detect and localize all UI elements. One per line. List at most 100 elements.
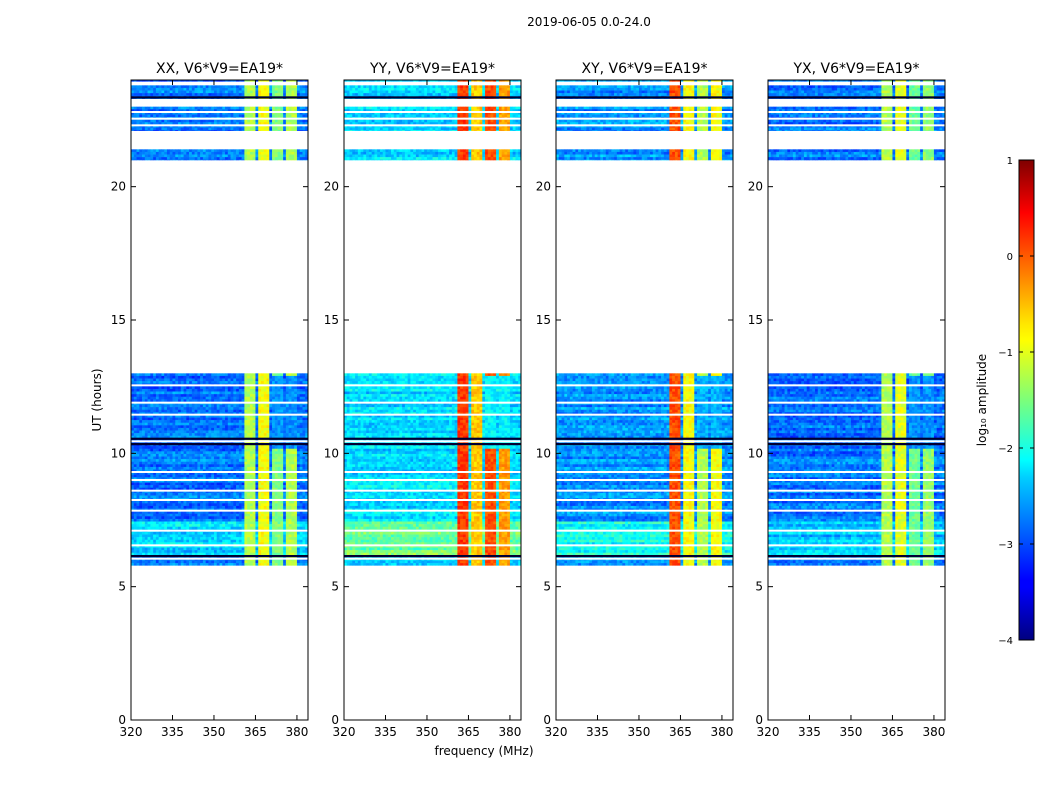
heatmap-cell: [181, 431, 184, 434]
heatmap-cell: [258, 410, 261, 413]
heatmap-cell: [250, 407, 253, 410]
heatmap-cell: [283, 376, 286, 379]
heatmap-cell: [244, 392, 247, 395]
heatmap-cell: [294, 405, 297, 408]
heatmap-cell: [302, 428, 305, 431]
heatmap-cell: [242, 410, 245, 413]
heatmap-cell: [233, 392, 236, 395]
heatmap-cell: [231, 428, 234, 431]
heatmap-cell: [153, 397, 156, 400]
heatmap-cell: [211, 389, 214, 392]
heatmap-cell: [297, 418, 300, 421]
heatmap-cell: [291, 376, 294, 379]
heatmap-cell: [264, 392, 267, 395]
heatmap-cell: [145, 431, 148, 434]
heatmap-cell: [172, 392, 175, 395]
heatmap-cell: [214, 431, 217, 434]
heatmap-cell: [153, 405, 156, 408]
heatmap-cell: [236, 420, 239, 423]
heatmap-cell: [280, 407, 283, 410]
heatmap-cell: [294, 379, 297, 382]
heatmap-cell: [261, 423, 264, 426]
heatmap-cell: [167, 418, 170, 421]
heatmap-cell: [148, 386, 151, 389]
heatmap-cell: [278, 392, 281, 395]
heatmap-cell: [291, 405, 294, 408]
heatmap-cell: [225, 379, 228, 382]
heatmap-cell: [242, 405, 245, 408]
heatmap-cell: [250, 389, 253, 392]
heatmap-cell: [231, 376, 234, 379]
heatmap-cell: [200, 431, 203, 434]
heatmap-cell: [203, 405, 206, 408]
heatmap-cell: [258, 381, 261, 384]
heatmap-cell: [164, 420, 167, 423]
heatmap-cell: [236, 433, 239, 436]
heatmap-cell: [192, 392, 195, 395]
heatmap-cell: [148, 405, 151, 408]
heatmap-cell: [184, 410, 187, 413]
heatmap-cell: [175, 425, 178, 428]
heatmap-cell: [145, 405, 148, 408]
heatmap-cell: [181, 433, 184, 436]
heatmap-cell: [211, 379, 214, 382]
heatmap-cell: [195, 392, 198, 395]
heatmap-cell: [300, 373, 303, 376]
heatmap-cell: [197, 423, 200, 426]
heatmap-cell: [261, 418, 264, 421]
heatmap-cell: [150, 373, 153, 376]
heatmap-cell: [225, 431, 228, 434]
heatmap-cell: [255, 394, 258, 397]
heatmap-cell: [145, 386, 148, 389]
heatmap-cell: [225, 407, 228, 410]
heatmap-cell: [269, 420, 272, 423]
heatmap-cell: [278, 389, 281, 392]
heatmap-cell: [269, 428, 272, 431]
heatmap-cell: [228, 394, 231, 397]
heatmap-cell: [134, 379, 137, 382]
heatmap-cell: [236, 397, 239, 400]
heatmap-cell: [211, 394, 214, 397]
heatmap-cell: [159, 423, 162, 426]
heatmap-cell: [269, 381, 272, 384]
heatmap-cell: [275, 425, 278, 428]
heatmap-cell: [222, 433, 225, 436]
heatmap-cell: [247, 405, 250, 408]
heatmap-cell: [289, 386, 292, 389]
heatmap-cell: [239, 397, 242, 400]
heatmap-cell: [178, 433, 181, 436]
heatmap-cell: [139, 405, 142, 408]
heatmap-cell: [134, 376, 137, 379]
heatmap-cell: [134, 431, 137, 434]
heatmap-cell: [225, 420, 228, 423]
heatmap-cell: [211, 428, 214, 431]
heatmap-cell: [278, 433, 281, 436]
heatmap-cell: [261, 433, 264, 436]
heatmap-cell: [302, 433, 305, 436]
heatmap-cell: [236, 428, 239, 431]
heatmap-cell: [184, 420, 187, 423]
heatmap-cell: [172, 407, 175, 410]
heatmap-cell: [269, 392, 272, 395]
heatmap-cell: [145, 392, 148, 395]
heatmap-cell: [264, 386, 267, 389]
heatmap-cell: [264, 418, 267, 421]
heatmap-cell: [137, 407, 140, 410]
heatmap-cell: [231, 373, 234, 376]
heatmap-cell: [244, 397, 247, 400]
heatmap-cell: [197, 381, 200, 384]
heatmap-cell: [275, 431, 278, 434]
heatmap-cell: [208, 428, 211, 431]
heatmap-cell: [280, 423, 283, 426]
heatmap-cell: [275, 373, 278, 376]
heatmap-cell: [264, 425, 267, 428]
heatmap-cell: [189, 373, 192, 376]
heatmap-cell: [184, 381, 187, 384]
heatmap-cell: [261, 389, 264, 392]
heatmap-cell: [267, 379, 270, 382]
heatmap-cell: [142, 389, 145, 392]
heatmap-cell: [184, 405, 187, 408]
heatmap-cell: [217, 418, 220, 421]
heatmap-cell: [167, 410, 170, 413]
heatmap-cell: [172, 397, 175, 400]
